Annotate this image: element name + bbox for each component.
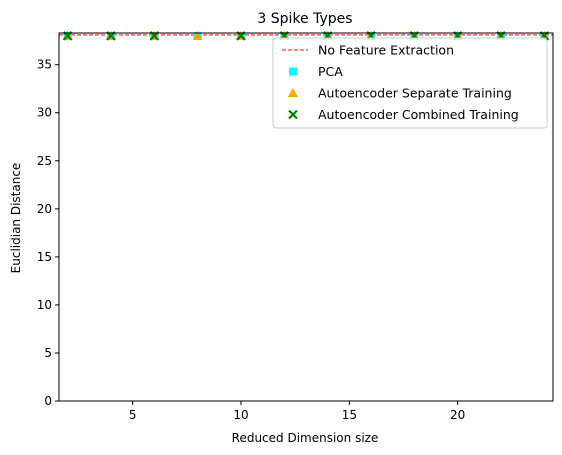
x-tick-label: 10 xyxy=(233,408,248,422)
x-tick-label: 5 xyxy=(129,408,137,422)
y-tick-label: 20 xyxy=(37,202,52,216)
y-axis: 0 5 10 15 20 25 30 35 xyxy=(37,58,59,408)
legend-box xyxy=(272,37,548,129)
y-tick-label: 0 xyxy=(44,394,52,408)
legend-label: Autoencoder Separate Training xyxy=(318,86,512,101)
y-tick-label: 25 xyxy=(37,154,52,168)
legend-swatch xyxy=(288,88,298,97)
chart-title: 3 Spike Types xyxy=(257,11,352,27)
data-point xyxy=(192,30,203,40)
x-axis-label: Reduced Dimension size xyxy=(232,431,379,445)
x-tick-label: 20 xyxy=(450,408,465,422)
y-tick-label: 30 xyxy=(37,106,52,120)
y-axis-label: Euclidian Distance xyxy=(9,163,23,274)
legend-label: PCA xyxy=(318,64,343,79)
legend-swatch xyxy=(289,67,297,76)
legend-label: Autoencoder Combined Training xyxy=(318,107,519,122)
legend-label: No Feature Extraction xyxy=(318,43,454,58)
y-tick-label: 15 xyxy=(37,250,52,264)
legend: No Feature Extraction PCA Autoencoder Sepa… xyxy=(272,37,548,129)
y-tick-label: 5 xyxy=(44,346,52,360)
y-tick-label: 10 xyxy=(37,298,52,312)
y-tick-label: 35 xyxy=(37,58,52,72)
plot-frame xyxy=(58,32,554,402)
x-tick-label: 15 xyxy=(342,408,357,422)
x-axis: 5 10 15 20 xyxy=(129,401,465,422)
legend-swatch xyxy=(288,109,298,120)
